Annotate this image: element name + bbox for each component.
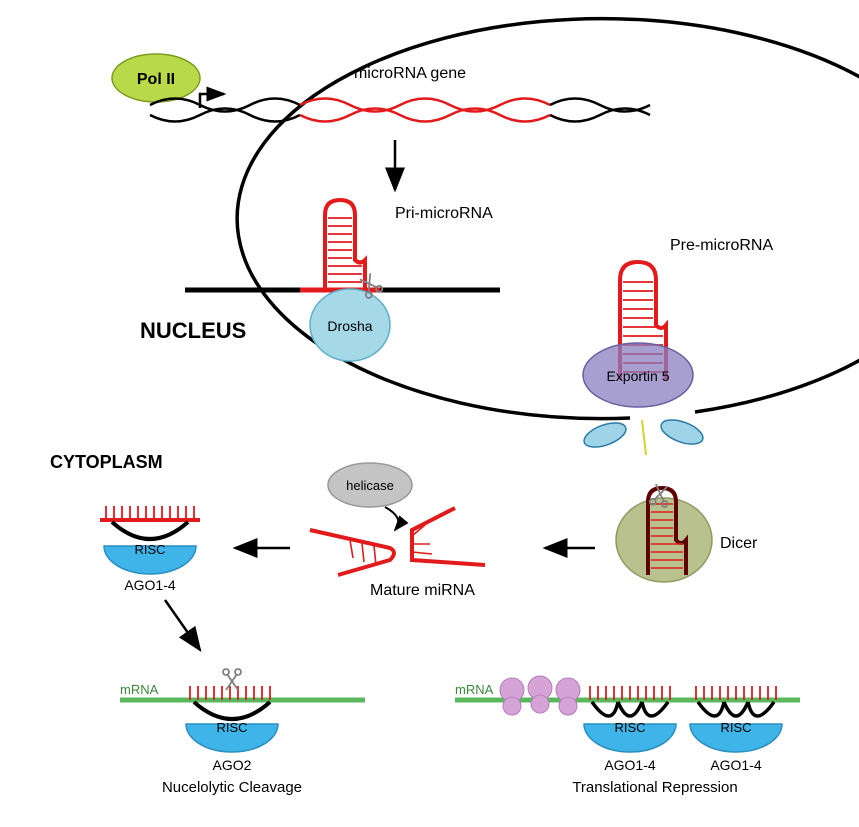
nucleolytic-label: Nucelolytic Cleavage xyxy=(162,779,302,796)
risc-label-cleavage: RISC xyxy=(216,720,247,735)
pri-microrna-label: Pri-microRNA xyxy=(395,205,493,222)
export-marker xyxy=(642,420,646,455)
risc-translational-1 xyxy=(584,686,676,752)
exportin5-label: Exportin 5 xyxy=(606,368,669,384)
ribosome-2 xyxy=(528,676,552,713)
risc-on-mrna-cleavage xyxy=(186,686,278,752)
microrna-gene-label: microRNA gene xyxy=(354,65,466,82)
nuclear-pore-left xyxy=(581,418,629,452)
risc-translational-2 xyxy=(690,686,782,752)
mrna-label-left: mRNA xyxy=(120,682,159,697)
ago14-label-tr1: AGO1-4 xyxy=(604,757,656,773)
risc-label-tr2: RISC xyxy=(720,720,751,735)
mirna-biogenesis-diagram: Pol II microRNA gene xyxy=(0,0,859,827)
dicer-label: Dicer xyxy=(720,535,758,552)
drosha-label: Drosha xyxy=(327,318,372,334)
nuclear-pore-right xyxy=(658,415,706,449)
ribosome-3 xyxy=(556,678,580,715)
ago14-label-tr2: AGO1-4 xyxy=(710,757,762,773)
cytoplasm-label: CYTOPLASM xyxy=(50,452,163,472)
ribosome-1 xyxy=(500,678,524,715)
mature-mirna-label: Mature miRNA xyxy=(370,582,475,599)
risc-label-top: RISC xyxy=(134,542,165,557)
pre-microrna-label: Pre-microRNA xyxy=(670,237,773,254)
translational-repression-label: Translational Repression xyxy=(572,779,737,796)
helicase-label: helicase xyxy=(346,478,394,493)
pol2-label: Pol II xyxy=(137,71,175,88)
dna-helix xyxy=(150,99,650,122)
mrna-label-right: mRNA xyxy=(455,682,494,697)
helicase-arrow-curve xyxy=(385,507,398,530)
risc-label-tr1: RISC xyxy=(614,720,645,735)
ago1-4-label-top: AGO1-4 xyxy=(124,577,176,593)
risc-loaded xyxy=(100,506,200,574)
arrow-risc-cleavage xyxy=(165,600,200,650)
ago2-label: AGO2 xyxy=(213,757,252,773)
nucleus-label: NUCLEUS xyxy=(140,318,246,343)
dicer-protein xyxy=(616,498,712,582)
